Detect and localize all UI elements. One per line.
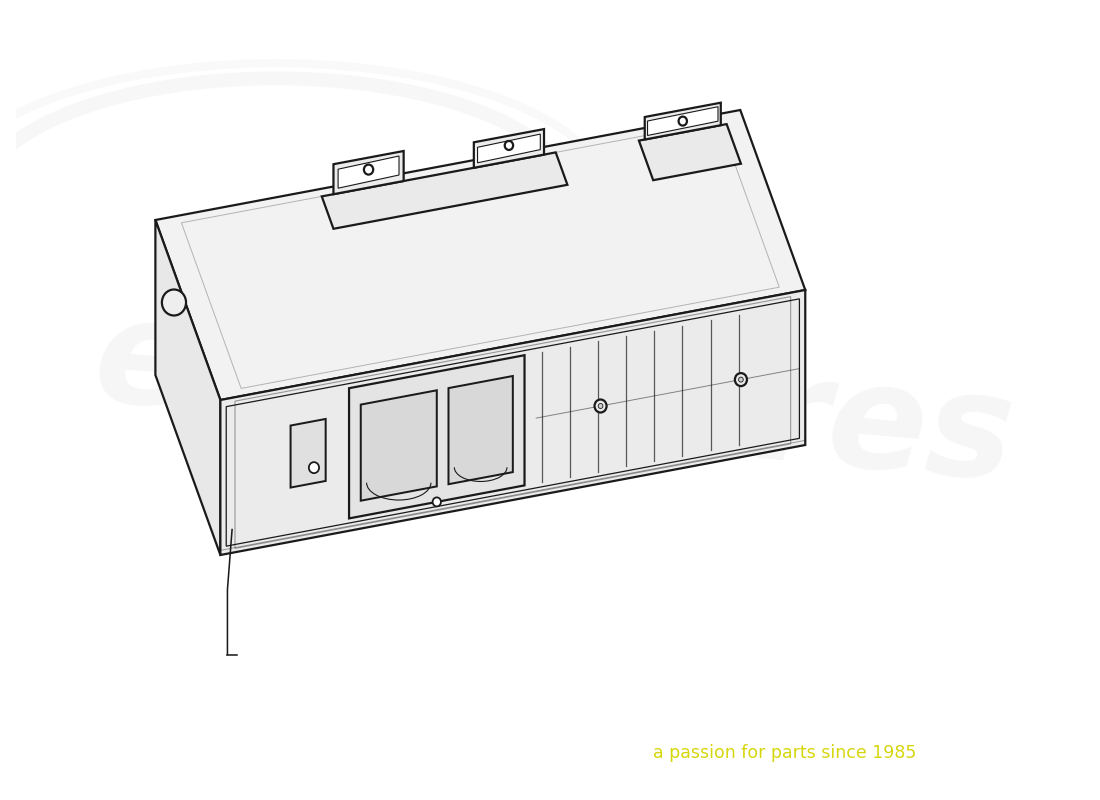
Circle shape [162, 290, 186, 315]
Polygon shape [648, 106, 718, 135]
Circle shape [738, 377, 744, 382]
Text: eurospares: eurospares [89, 290, 1020, 510]
Polygon shape [220, 290, 805, 555]
Polygon shape [155, 220, 220, 555]
Polygon shape [449, 376, 513, 484]
Polygon shape [361, 390, 437, 501]
Circle shape [309, 462, 319, 473]
Polygon shape [639, 124, 741, 180]
Polygon shape [645, 102, 720, 139]
Circle shape [735, 373, 747, 386]
Circle shape [679, 117, 686, 126]
Circle shape [432, 498, 441, 506]
Circle shape [364, 165, 373, 174]
Polygon shape [477, 134, 540, 162]
Text: a passion for parts since 1985: a passion for parts since 1985 [653, 744, 916, 762]
Polygon shape [474, 129, 544, 168]
Polygon shape [333, 151, 404, 194]
Polygon shape [338, 156, 399, 188]
Polygon shape [155, 110, 805, 400]
Polygon shape [290, 419, 326, 487]
Circle shape [505, 141, 513, 150]
Circle shape [594, 399, 606, 413]
Circle shape [598, 403, 603, 409]
Polygon shape [322, 152, 568, 229]
Polygon shape [349, 355, 525, 518]
